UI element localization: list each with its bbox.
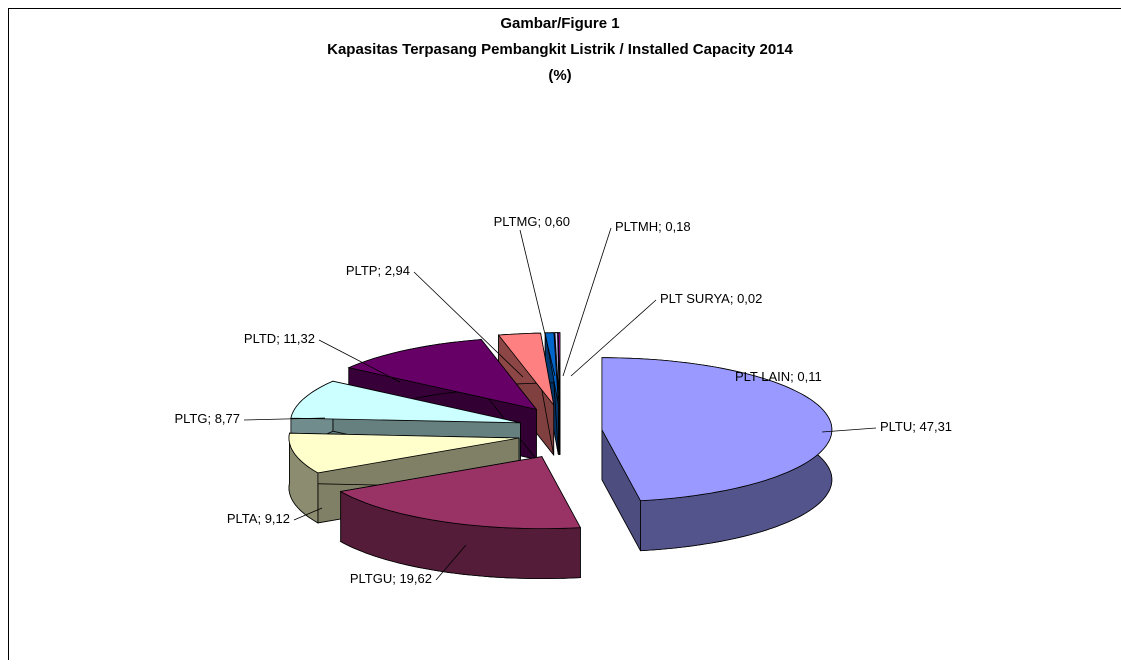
value-label: 8,77 [215,411,240,426]
label-separator: ; [730,291,737,306]
value-label: 19,62 [399,571,432,586]
label-separator: ; [257,511,264,526]
value-label: 2,94 [385,263,410,278]
label-separator: ; [912,419,919,434]
value-label: 9,12 [265,511,290,526]
data-label: PLTD; 11,32 [244,331,315,346]
label-separator: ; [207,411,214,426]
value-label: 0,60 [545,214,570,229]
data-label: PLT SURYA; 0,02 [660,291,762,306]
data-label: PLT LAIN; 0,11 [735,369,822,384]
data-label: PLTMH; 0,18 [615,219,691,234]
data-label: PLTP; 2,94 [346,263,410,278]
chart-title: Gambar/Figure 1 [500,15,619,32]
label-separator: ; [790,369,797,384]
category-name: PLTGU [350,571,392,586]
value-label: 47,31 [920,419,953,434]
data-label: PLTA; 9,12 [227,511,290,526]
value-label: 0,18 [665,219,690,234]
data-label: PLTGU; 19,62 [350,571,432,586]
category-name: PLT SURYA [660,291,730,306]
category-name: PLTU [880,419,912,434]
category-name: PLT LAIN [735,369,790,384]
label-separator: ; [537,214,544,229]
unit-label: (%) [548,67,571,84]
category-name: PLTD [244,331,276,346]
value-label: 11,32 [283,331,315,346]
value-label: 0,11 [797,369,821,384]
category-name: PLTP [346,263,378,278]
label-separator: ; [392,571,399,586]
label-separator: ; [276,331,283,346]
value-label: 0,02 [737,291,762,306]
data-label: PLTMG; 0,60 [494,214,570,229]
label-separator: ; [658,219,665,234]
chart-subtitle: Kapasitas Terpasang Pembangkit Listrik /… [327,41,793,58]
data-label: PLTG; 8,77 [174,411,240,426]
label-separator: ; [377,263,384,278]
leader-line [563,228,611,376]
category-name: PLTMH [615,219,658,234]
category-name: PLTMG [494,214,538,229]
pie-slice [602,358,832,551]
data-label: PLTU; 47,31 [880,419,952,434]
category-name: PLTA [227,511,258,526]
category-name: PLTG [174,411,207,426]
